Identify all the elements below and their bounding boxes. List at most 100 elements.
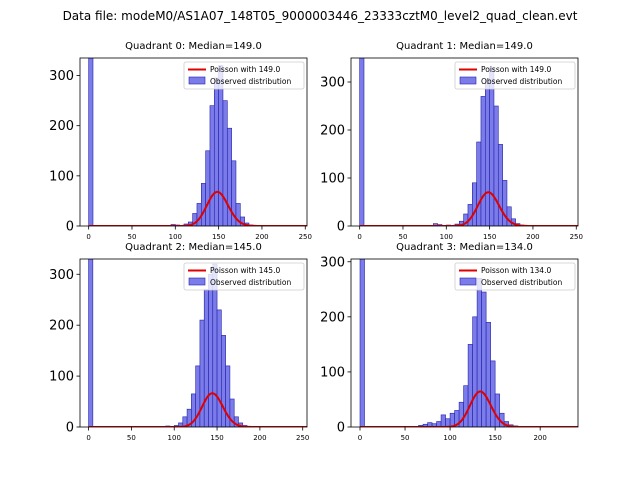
y-tick-label-1: 100 <box>320 172 345 187</box>
bar-9 <box>476 141 482 226</box>
x-tick-label-1: 50 <box>399 233 408 241</box>
bar-0 <box>88 58 94 226</box>
y-tick-label-1: 100 <box>49 169 74 184</box>
x-tick-label-1: 50 <box>128 233 137 241</box>
legend-label-poisson: Poisson with 149.0 <box>481 65 551 74</box>
bar-12 <box>489 67 495 226</box>
legend-label-observed: Observed distribution <box>210 278 291 287</box>
bar-6 <box>196 203 202 226</box>
legend-bar-swatch <box>459 76 477 85</box>
legend-label-observed: Observed distribution <box>210 77 291 86</box>
x-tick-label-5: 250 <box>570 233 583 241</box>
legend-bar-swatch <box>459 277 477 286</box>
axes-frame <box>350 57 579 227</box>
bar-11 <box>484 79 490 226</box>
bar-15 <box>502 180 508 226</box>
bar-11 <box>463 385 469 427</box>
chart-title: Quadrant 3: Median=134.0 <box>396 242 533 253</box>
bar-13 <box>493 105 499 226</box>
legend-box <box>454 262 576 291</box>
x-tick-label-2: 100 <box>169 233 182 241</box>
x-tick-label-4: 200 <box>253 434 266 442</box>
y-tick-label-0: 0 <box>337 421 345 436</box>
bar-7 <box>200 183 206 226</box>
bar-13 <box>472 316 478 427</box>
poisson-curve <box>359 191 578 226</box>
legend-label-poisson: Poisson with 134.0 <box>481 266 551 275</box>
chart-panel-2: Quadrant 2: Median=145.0 0 50 100 150 200 250 0… <box>49 242 309 442</box>
legend: Poisson with 149.0 Observed distribution <box>183 61 305 90</box>
x-tick-label-4: 200 <box>526 233 539 241</box>
bar-11 <box>218 65 224 226</box>
bar-17 <box>490 360 496 427</box>
y-tick-label-3: 300 <box>49 69 74 84</box>
y-tick-label-0: 0 <box>66 220 74 235</box>
legend-label-poisson: Poisson with 149.0 <box>210 65 280 74</box>
bar-0 <box>88 259 94 427</box>
bar-16 <box>229 398 235 427</box>
bar-9 <box>209 105 215 226</box>
y-tick-label-2: 200 <box>320 310 345 325</box>
x-tick-label-3: 150 <box>210 434 223 442</box>
legend-box <box>183 262 305 291</box>
bar-14 <box>221 335 226 427</box>
x-tick-label-1: 50 <box>401 434 410 442</box>
x-tick-label-4: 200 <box>533 434 546 442</box>
chart-panel-0: Quadrant 0: Median=149.0 0 50 100 150 200 250 0… <box>49 41 312 241</box>
chart-title: Quadrant 1: Median=149.0 <box>396 41 533 52</box>
bar-14 <box>497 144 503 226</box>
x-tick-label-2: 100 <box>440 233 453 241</box>
x-tick-label-5: 250 <box>296 434 309 442</box>
legend: Poisson with 149.0 Observed distribution <box>454 61 576 90</box>
bar-8 <box>471 182 477 226</box>
legend-label-observed: Observed distribution <box>481 278 562 287</box>
legend-bar-swatch <box>188 277 206 286</box>
bar-10 <box>480 96 486 226</box>
axes-frame <box>79 57 308 227</box>
bar-10 <box>203 289 209 427</box>
legend: Poisson with 134.0 Observed distribution <box>454 262 576 291</box>
bar-16 <box>485 322 491 427</box>
x-tick-label-0: 0 <box>86 434 90 442</box>
legend-label-observed: Observed distribution <box>481 77 562 86</box>
x-tick-label-0: 0 <box>358 434 362 442</box>
legend-bar-swatch <box>188 76 206 85</box>
chart-panel-1: Quadrant 1: Median=149.0 0 50 100 150 200 250 0… <box>320 41 583 241</box>
bar-11 <box>208 273 214 427</box>
x-tick-label-2: 100 <box>168 434 181 442</box>
bar-15 <box>481 291 487 427</box>
y-tick-label-1: 100 <box>49 370 74 385</box>
x-tick-label-0: 0 <box>86 233 90 241</box>
y-tick-label-2: 200 <box>49 119 74 134</box>
y-tick-label-3: 300 <box>320 255 345 270</box>
y-tick-label-0: 0 <box>66 421 74 436</box>
poisson-curve <box>360 390 578 427</box>
poisson-curve <box>88 190 307 226</box>
y-tick-label-3: 300 <box>320 76 345 91</box>
x-tick-label-3: 150 <box>212 233 225 241</box>
y-tick-label-1: 100 <box>320 365 345 380</box>
y-tick-label-2: 200 <box>320 124 345 139</box>
bar-14 <box>231 160 237 226</box>
x-tick-label-2: 100 <box>443 434 456 442</box>
axes-frame <box>350 258 579 428</box>
panels: Quadrant 0: Median=149.0 0 50 100 150 200 250 0… <box>49 41 583 442</box>
bar-6 <box>440 414 446 427</box>
poisson-curve <box>88 392 307 427</box>
bar-18 <box>494 393 500 427</box>
x-tick-label-1: 50 <box>127 434 136 442</box>
chart-title: Quadrant 2: Median=145.0 <box>125 242 262 253</box>
bar-8 <box>205 150 211 226</box>
y-tick-label-3: 300 <box>49 268 74 283</box>
legend-box <box>454 61 576 90</box>
legend: Poisson with 145.0 Observed distribution <box>183 262 305 291</box>
figure-title: Data file: modeM0/AS1A07_148T05_90000034… <box>63 9 578 23</box>
bar-14 <box>476 277 482 427</box>
x-tick-label-3: 150 <box>488 434 501 442</box>
x-tick-label-0: 0 <box>357 233 361 241</box>
bar-13 <box>216 309 222 427</box>
axes-frame <box>79 258 308 428</box>
y-tick-label-0: 0 <box>337 220 345 235</box>
chart-panel-3: Quadrant 3: Median=134.0 0 50 100 150 200 0 100… <box>320 242 579 442</box>
